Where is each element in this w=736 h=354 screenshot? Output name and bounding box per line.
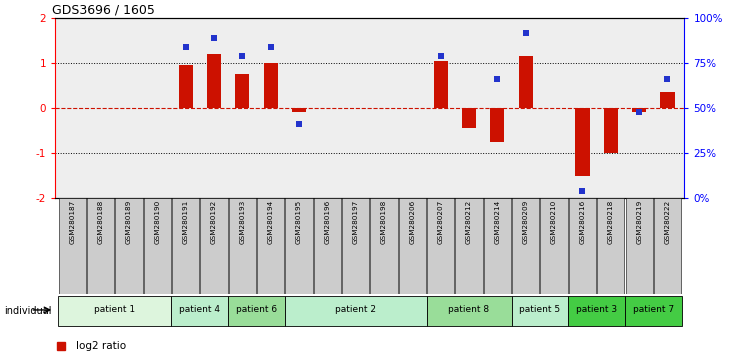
Text: GSM280197: GSM280197: [353, 200, 358, 244]
Bar: [519, 56, 533, 108]
FancyBboxPatch shape: [58, 296, 171, 326]
FancyBboxPatch shape: [228, 296, 285, 326]
FancyBboxPatch shape: [540, 198, 567, 294]
FancyBboxPatch shape: [626, 198, 653, 294]
Text: GSM280193: GSM280193: [239, 200, 245, 244]
Text: GSM280188: GSM280188: [98, 200, 104, 244]
Bar: [576, 108, 590, 176]
FancyBboxPatch shape: [59, 198, 86, 294]
Bar: [604, 108, 618, 153]
Bar: [490, 108, 504, 142]
Text: GSM280195: GSM280195: [296, 200, 302, 244]
Text: patient 7: patient 7: [633, 306, 674, 314]
Text: individual: individual: [4, 306, 52, 316]
Text: GSM280219: GSM280219: [636, 200, 642, 244]
Text: GSM280210: GSM280210: [551, 200, 557, 244]
FancyBboxPatch shape: [87, 198, 114, 294]
FancyBboxPatch shape: [116, 198, 143, 294]
Bar: [434, 61, 447, 108]
Bar: [632, 108, 646, 113]
FancyBboxPatch shape: [427, 198, 454, 294]
Text: GSM280212: GSM280212: [466, 200, 472, 244]
Text: GSM280207: GSM280207: [438, 200, 444, 244]
FancyBboxPatch shape: [172, 198, 199, 294]
Text: GSM280222: GSM280222: [665, 200, 670, 244]
Bar: [263, 63, 277, 108]
Text: patient 2: patient 2: [335, 306, 376, 314]
Bar: [292, 108, 306, 112]
FancyBboxPatch shape: [399, 198, 426, 294]
Text: GDS3696 / 1605: GDS3696 / 1605: [52, 4, 155, 17]
Text: GSM280192: GSM280192: [211, 200, 217, 244]
Text: GSM280218: GSM280218: [608, 200, 614, 244]
FancyBboxPatch shape: [144, 198, 171, 294]
FancyBboxPatch shape: [427, 296, 512, 326]
FancyBboxPatch shape: [257, 198, 284, 294]
Bar: [462, 108, 476, 128]
FancyBboxPatch shape: [200, 198, 227, 294]
FancyBboxPatch shape: [171, 296, 228, 326]
Text: GSM280216: GSM280216: [579, 200, 585, 244]
FancyBboxPatch shape: [569, 198, 596, 294]
Text: GSM280198: GSM280198: [381, 200, 387, 244]
Text: GSM280214: GSM280214: [495, 200, 500, 244]
Text: patient 4: patient 4: [180, 306, 220, 314]
FancyBboxPatch shape: [654, 198, 681, 294]
FancyBboxPatch shape: [625, 296, 682, 326]
FancyBboxPatch shape: [314, 198, 341, 294]
Text: GSM280206: GSM280206: [409, 200, 415, 244]
Bar: [236, 74, 250, 108]
Text: GSM280209: GSM280209: [523, 200, 528, 244]
FancyBboxPatch shape: [286, 198, 313, 294]
Text: log2 ratio: log2 ratio: [76, 341, 126, 351]
Text: GSM280194: GSM280194: [268, 200, 274, 244]
Text: GSM280189: GSM280189: [126, 200, 132, 244]
Text: GSM280187: GSM280187: [69, 200, 75, 244]
Text: GSM280196: GSM280196: [325, 200, 330, 244]
FancyBboxPatch shape: [342, 198, 369, 294]
FancyBboxPatch shape: [512, 296, 568, 326]
Text: patient 3: patient 3: [576, 306, 618, 314]
FancyBboxPatch shape: [597, 198, 624, 294]
FancyBboxPatch shape: [484, 198, 511, 294]
Text: patient 6: patient 6: [236, 306, 277, 314]
Bar: [179, 65, 193, 108]
FancyBboxPatch shape: [370, 198, 397, 294]
FancyBboxPatch shape: [512, 198, 539, 294]
FancyBboxPatch shape: [568, 296, 625, 326]
Bar: [207, 54, 221, 108]
FancyBboxPatch shape: [456, 198, 483, 294]
Text: GSM280190: GSM280190: [155, 200, 160, 244]
Bar: [660, 92, 675, 108]
FancyBboxPatch shape: [229, 198, 256, 294]
FancyBboxPatch shape: [285, 296, 427, 326]
Text: GSM280191: GSM280191: [183, 200, 188, 244]
Text: patient 5: patient 5: [520, 306, 561, 314]
Text: patient 8: patient 8: [448, 306, 489, 314]
Text: patient 1: patient 1: [94, 306, 135, 314]
